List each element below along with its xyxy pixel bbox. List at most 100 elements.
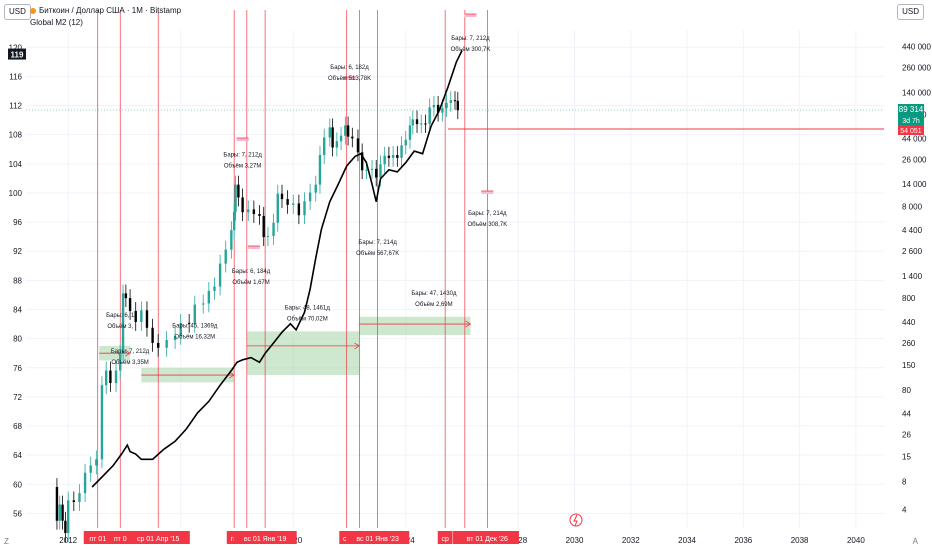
btc-candle — [331, 127, 334, 148]
btc-candle — [351, 136, 354, 139]
right-axis-tick: 15 — [902, 453, 911, 462]
btc-candle — [370, 168, 374, 170]
btc-candle — [134, 310, 137, 322]
btc-candle — [187, 322, 191, 324]
date-badge: вт 01 Дек '26 — [467, 536, 508, 543]
measure-label-volume: Объём 70,02M — [287, 316, 328, 322]
btc-candle — [100, 385, 104, 460]
bitcoin-icon — [30, 7, 36, 14]
btc-candle — [213, 286, 216, 291]
btc-candle — [344, 125, 347, 136]
left-axis-tick: 64 — [13, 451, 22, 460]
btc-candle — [252, 209, 256, 215]
right-axis-tick: 260 — [902, 339, 916, 348]
left-axis-tick: 104 — [9, 160, 23, 169]
btc-candle — [453, 100, 457, 102]
btc-candle — [335, 141, 339, 148]
currency-right-button[interactable]: USD — [897, 4, 924, 20]
x-axis-tick: 2030 — [566, 536, 584, 545]
btc-candle — [404, 139, 407, 146]
btc-candle — [140, 310, 143, 322]
btc-candle — [241, 197, 244, 213]
left-axis-tick: 76 — [13, 364, 22, 373]
auto-scale-toggle[interactable]: A — [912, 537, 918, 546]
measure-label: Бары: 7, 212д — [451, 36, 490, 42]
btc-candle — [266, 236, 270, 238]
currency-left-button[interactable]: USD — [4, 4, 31, 20]
btc-candle — [151, 327, 154, 343]
date-badge: пт 0 — [114, 536, 127, 543]
right-axis-tick: 26 — [902, 431, 911, 440]
right-axis-tick: 440 — [902, 318, 916, 327]
btc-candle — [420, 123, 423, 125]
left-highlight-label: 119 — [11, 51, 24, 60]
btc-candle — [400, 145, 403, 158]
symbol-header[interactable]: Биткоин / Доллар США · 1M · Bitstamp — [30, 6, 181, 15]
measure-label: Бары: 48, 1461д — [285, 305, 331, 311]
date-badge-bg — [126, 531, 190, 544]
btc-candle — [396, 155, 399, 158]
symbol-title: Биткоин / Доллар США · 1M · Bitstamp — [39, 6, 182, 15]
btc-candle — [202, 303, 205, 305]
btc-candle — [383, 155, 386, 165]
btc-candle — [64, 520, 67, 534]
btc-candle — [165, 339, 168, 348]
left-axis-tick: 112 — [9, 102, 22, 111]
btc-candle — [449, 100, 452, 104]
measure-label-volume: Объём 3,27M — [224, 164, 261, 170]
right-axis-tick: 14 000 — [902, 180, 927, 189]
btc-candle — [303, 201, 306, 216]
left-axis-tick: 116 — [9, 72, 22, 81]
left-axis-tick: 60 — [13, 480, 22, 489]
alert-icon — [569, 513, 583, 527]
btc-candle — [424, 123, 427, 125]
btc-candle — [95, 459, 98, 466]
measure-label: Бары: 45, 1369д — [172, 324, 218, 330]
btc-candle — [114, 370, 118, 384]
btc-candle — [237, 184, 240, 198]
measure-label: Бары: 7, 214д — [468, 211, 507, 217]
btc-candle — [61, 504, 64, 521]
left-axis-tick: 56 — [13, 509, 22, 518]
btc-candle — [234, 184, 237, 212]
btc-candle — [318, 155, 322, 185]
date-badge: пт 01 — [89, 536, 106, 543]
measure-label: Бары: 7, 212д — [223, 153, 262, 159]
btc-candle — [408, 125, 412, 140]
right-axis-tick: 150 — [902, 361, 916, 370]
date-badge: ср — [441, 536, 449, 543]
price-label-bg — [898, 104, 924, 115]
left-axis-tick: 120 — [9, 43, 23, 52]
right-axis-tick: 440 000 — [902, 43, 931, 52]
btc-candle — [280, 193, 284, 200]
measure-box — [359, 316, 471, 335]
right-axis-tick: 800 — [902, 294, 916, 303]
btc-candle — [104, 370, 108, 386]
indicator-legend[interactable]: Global M2 (12) — [30, 18, 83, 27]
x-axis-tick: 2040 — [847, 536, 865, 545]
right-axis-tick: 44 — [902, 410, 911, 419]
price-sub-bg — [898, 115, 924, 125]
btc-candle — [109, 370, 112, 384]
btc-candle — [207, 290, 211, 304]
left-axis-tick: 84 — [13, 305, 22, 314]
btc-candle — [428, 107, 431, 125]
right-axis-tick: 4 — [902, 505, 907, 514]
btc-candle — [72, 500, 76, 503]
btc-candle — [145, 310, 149, 328]
red-price-label: 54 051 — [900, 128, 922, 135]
btc-candle — [432, 104, 436, 108]
right-axis-tick: 26 000 — [902, 155, 927, 164]
date-badge: ср 01 Апр '15 — [137, 536, 180, 543]
btc-candle — [157, 342, 160, 348]
measure-arrow-head — [465, 320, 472, 328]
measure-label: Бары: 7, 212д — [111, 349, 150, 355]
right-axis-tick: 80 — [902, 386, 911, 395]
btc-candle — [436, 104, 440, 113]
btc-candle — [58, 504, 61, 521]
date-badge-bg — [108, 531, 133, 544]
measure-label-volume: Объём 308,7K — [467, 222, 507, 228]
range-marker — [343, 77, 356, 80]
log-scale-toggle[interactable]: Z — [4, 537, 9, 546]
